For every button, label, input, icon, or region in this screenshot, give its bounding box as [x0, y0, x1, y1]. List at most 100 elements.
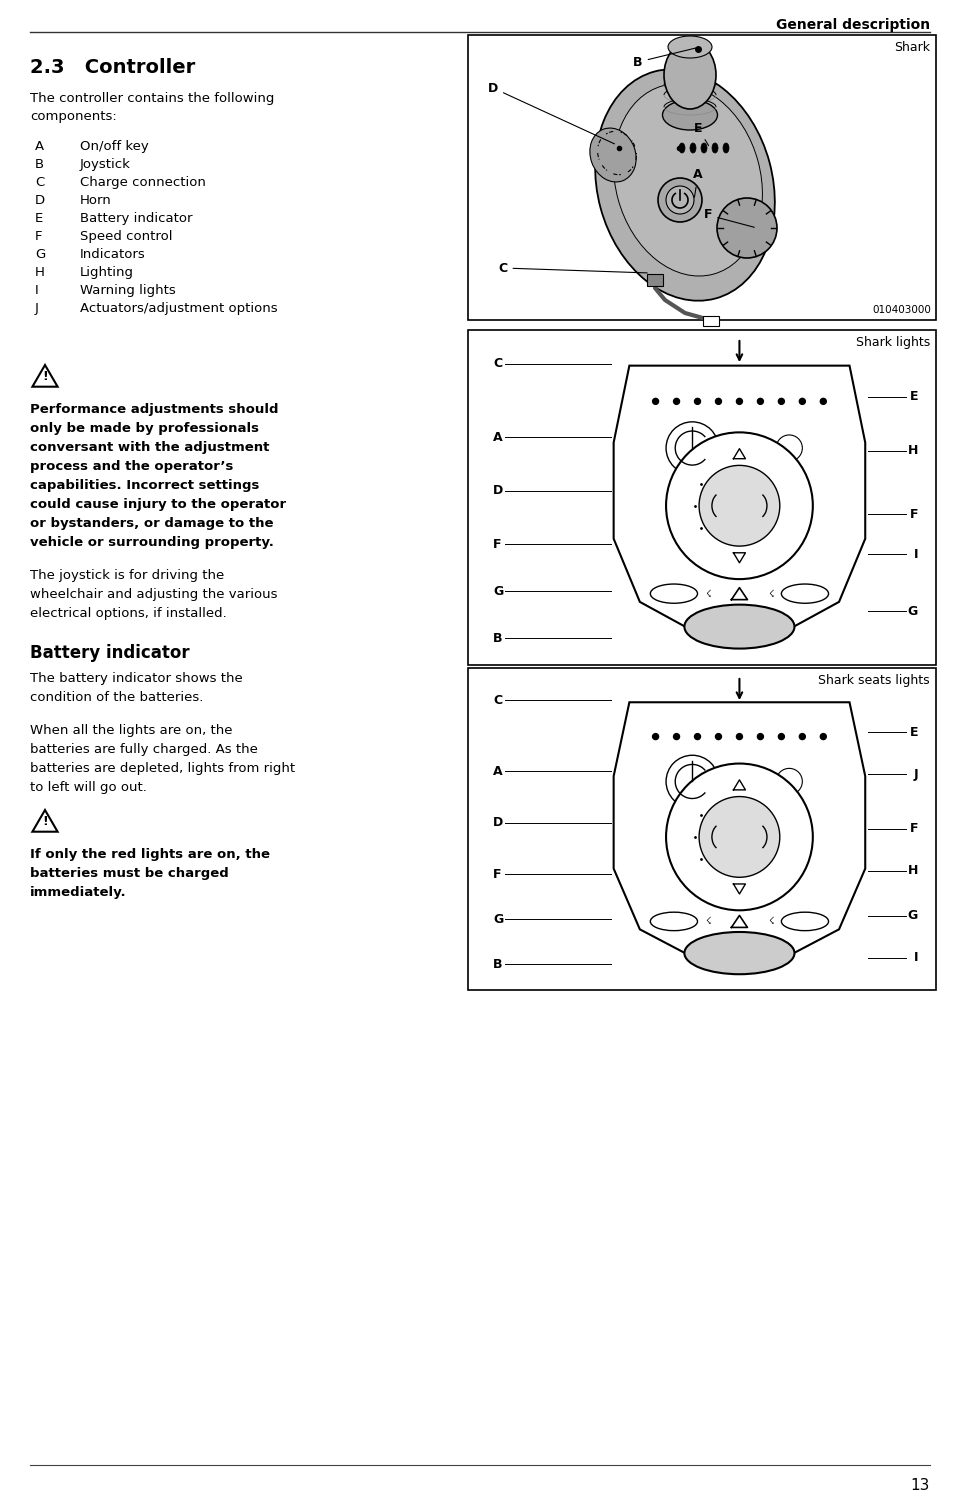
Text: E: E	[909, 391, 918, 403]
Text: could cause injury to the operator: could cause injury to the operator	[30, 499, 286, 511]
Text: electrical options, if installed.: electrical options, if installed.	[30, 608, 227, 620]
Ellipse shape	[712, 143, 718, 152]
Ellipse shape	[781, 584, 828, 603]
Text: F: F	[493, 867, 501, 881]
Bar	[468, 34, 936, 320]
Ellipse shape	[650, 912, 698, 930]
Circle shape	[653, 399, 659, 405]
Text: Shark lights: Shark lights	[855, 336, 930, 349]
Text: Joystick: Joystick	[80, 158, 131, 172]
Text: The controller contains the following: The controller contains the following	[30, 93, 275, 105]
Text: C: C	[493, 357, 502, 370]
Polygon shape	[613, 366, 865, 635]
Text: Shark seats lights: Shark seats lights	[818, 673, 930, 687]
Text: E: E	[694, 121, 708, 146]
Text: 2.3   Controller: 2.3 Controller	[30, 58, 195, 78]
Text: batteries are fully charged. As the: batteries are fully charged. As the	[30, 744, 258, 755]
Circle shape	[666, 423, 718, 475]
Text: H: H	[35, 266, 45, 279]
Text: When all the lights are on, the: When all the lights are on, the	[30, 724, 232, 738]
Ellipse shape	[589, 128, 636, 182]
Text: A: A	[35, 140, 44, 152]
Ellipse shape	[595, 69, 775, 300]
Ellipse shape	[650, 584, 698, 603]
Text: G: G	[493, 912, 503, 926]
Text: D: D	[35, 194, 45, 208]
Circle shape	[739, 434, 766, 461]
Bar	[703, 317, 719, 325]
Text: A: A	[693, 169, 703, 197]
Ellipse shape	[668, 36, 712, 58]
Text: E: E	[35, 212, 43, 225]
Text: !: !	[42, 815, 48, 829]
Circle shape	[715, 399, 722, 405]
Text: vehicle or surrounding property.: vehicle or surrounding property.	[30, 536, 274, 549]
Text: D: D	[493, 817, 503, 829]
Text: F: F	[493, 537, 501, 551]
Circle shape	[800, 733, 805, 739]
Text: process and the operator’s: process and the operator’s	[30, 460, 233, 473]
Circle shape	[694, 399, 701, 405]
Text: B: B	[493, 957, 502, 970]
Ellipse shape	[662, 100, 717, 130]
Text: B: B	[493, 632, 502, 645]
Circle shape	[757, 733, 763, 739]
Circle shape	[776, 769, 803, 794]
Text: ☇: ☇	[706, 917, 710, 927]
Text: to left will go out.: to left will go out.	[30, 781, 147, 794]
Text: J: J	[35, 302, 38, 315]
Text: Performance adjustments should: Performance adjustments should	[30, 403, 278, 417]
Text: ☇: ☇	[768, 588, 774, 599]
Circle shape	[776, 434, 803, 461]
Circle shape	[800, 399, 805, 405]
Text: If only the red lights are on, the: If only the red lights are on, the	[30, 848, 270, 861]
Text: A: A	[493, 430, 503, 443]
Circle shape	[757, 399, 763, 405]
Circle shape	[653, 733, 659, 739]
Text: F: F	[35, 230, 42, 243]
Text: I: I	[914, 951, 918, 964]
Bar	[468, 667, 936, 990]
Text: Indicators: Indicators	[80, 248, 146, 261]
Text: I: I	[35, 284, 38, 297]
Text: batteries must be charged: batteries must be charged	[30, 867, 228, 879]
Circle shape	[736, 399, 742, 405]
Text: capabilities. Incorrect settings: capabilities. Incorrect settings	[30, 479, 259, 493]
Text: or bystanders, or damage to the: or bystanders, or damage to the	[30, 517, 274, 530]
Text: Lighting: Lighting	[80, 266, 134, 279]
Text: F: F	[704, 209, 755, 227]
Text: immediately.: immediately.	[30, 885, 127, 899]
Bar	[647, 275, 663, 287]
Circle shape	[694, 733, 701, 739]
Circle shape	[666, 433, 813, 579]
Text: B: B	[35, 158, 44, 172]
Circle shape	[820, 733, 827, 739]
Ellipse shape	[664, 40, 716, 109]
Text: General description: General description	[776, 18, 930, 31]
Ellipse shape	[690, 143, 696, 152]
Ellipse shape	[613, 84, 762, 276]
Text: E: E	[909, 726, 918, 739]
Text: batteries are depleted, lights from right: batteries are depleted, lights from righ…	[30, 761, 295, 775]
Text: conversant with the adjustment: conversant with the adjustment	[30, 440, 270, 454]
Text: only be made by professionals: only be made by professionals	[30, 423, 259, 434]
Circle shape	[739, 769, 766, 794]
Text: The joystick is for driving the: The joystick is for driving the	[30, 569, 225, 582]
Text: G: G	[493, 585, 503, 597]
Text: ☇: ☇	[706, 588, 710, 599]
Text: Actuators/adjustment options: Actuators/adjustment options	[80, 302, 277, 315]
Text: C: C	[35, 176, 44, 190]
Text: H: H	[907, 864, 918, 878]
Text: A: A	[493, 764, 503, 778]
Circle shape	[699, 797, 780, 878]
Text: Battery indicator: Battery indicator	[80, 212, 193, 225]
Text: Warning lights: Warning lights	[80, 284, 176, 297]
Ellipse shape	[684, 932, 795, 975]
Polygon shape	[613, 702, 865, 961]
Text: 010403000: 010403000	[872, 305, 931, 315]
Text: D: D	[488, 82, 614, 143]
Text: H: H	[907, 443, 918, 457]
Text: F: F	[909, 823, 918, 836]
Ellipse shape	[679, 143, 685, 152]
Ellipse shape	[781, 912, 828, 930]
